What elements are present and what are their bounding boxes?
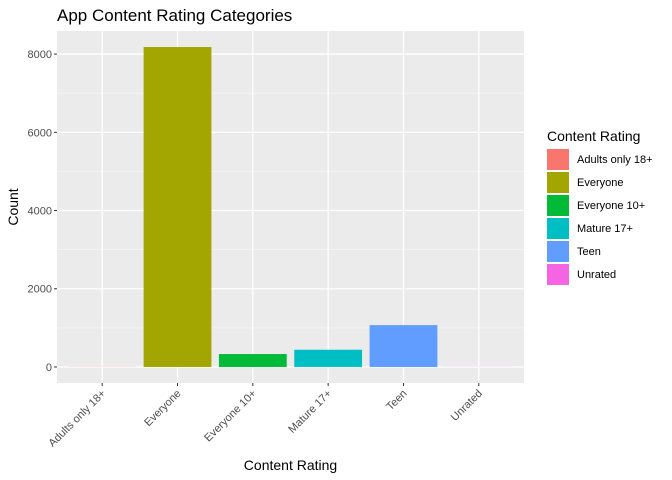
legend-swatch	[547, 195, 569, 216]
legend-label: Teen	[577, 246, 601, 258]
y-tick-label: 0	[46, 362, 52, 374]
legend-swatch	[547, 218, 569, 239]
bar	[143, 47, 212, 367]
y-axis-title: Count	[5, 188, 21, 225]
y-tick-label: 4000	[28, 206, 52, 218]
bar	[218, 354, 287, 367]
x-axis-title: Content Rating	[244, 457, 337, 473]
legend-label: Mature 17+	[577, 223, 633, 235]
legend-label: Everyone 10+	[577, 200, 645, 212]
y-tick-label: 8000	[28, 49, 52, 61]
plot-panel	[57, 31, 524, 383]
x-tick-label: Mature 17+	[286, 388, 334, 436]
x-tick-label: Teen	[384, 388, 409, 413]
legend-label: Adults only 18+	[577, 154, 653, 166]
x-axis-ticks: Adults only 18+ Everyone Everyone 10+ Matur…	[46, 383, 485, 450]
legend-label: Everyone	[577, 177, 623, 189]
y-tick-label: 2000	[28, 284, 52, 296]
y-tick-label: 6000	[28, 127, 52, 139]
x-tick-label: Everyone	[142, 388, 183, 429]
x-tick-label: Everyone 10+	[202, 388, 259, 445]
legend-swatch	[547, 172, 569, 193]
legend-swatch	[547, 241, 569, 262]
chart-title: App Content Rating Categories	[57, 6, 292, 25]
bar	[294, 349, 363, 367]
x-tick-label: Adults only 18+	[46, 388, 108, 450]
legend-swatch	[547, 264, 569, 285]
bars	[68, 47, 513, 367]
legend-swatch	[547, 149, 569, 170]
legend: Content Rating Adults only 18+ Everyone Ev…	[547, 128, 653, 285]
bar	[369, 325, 438, 367]
legend-label: Unrated	[577, 269, 616, 281]
y-axis-ticks: 0 2000 4000 6000 8000	[28, 49, 57, 374]
minor-gridlines	[57, 92, 524, 329]
x-tick-label: Unrated	[449, 388, 485, 424]
legend-title: Content Rating	[547, 128, 640, 144]
